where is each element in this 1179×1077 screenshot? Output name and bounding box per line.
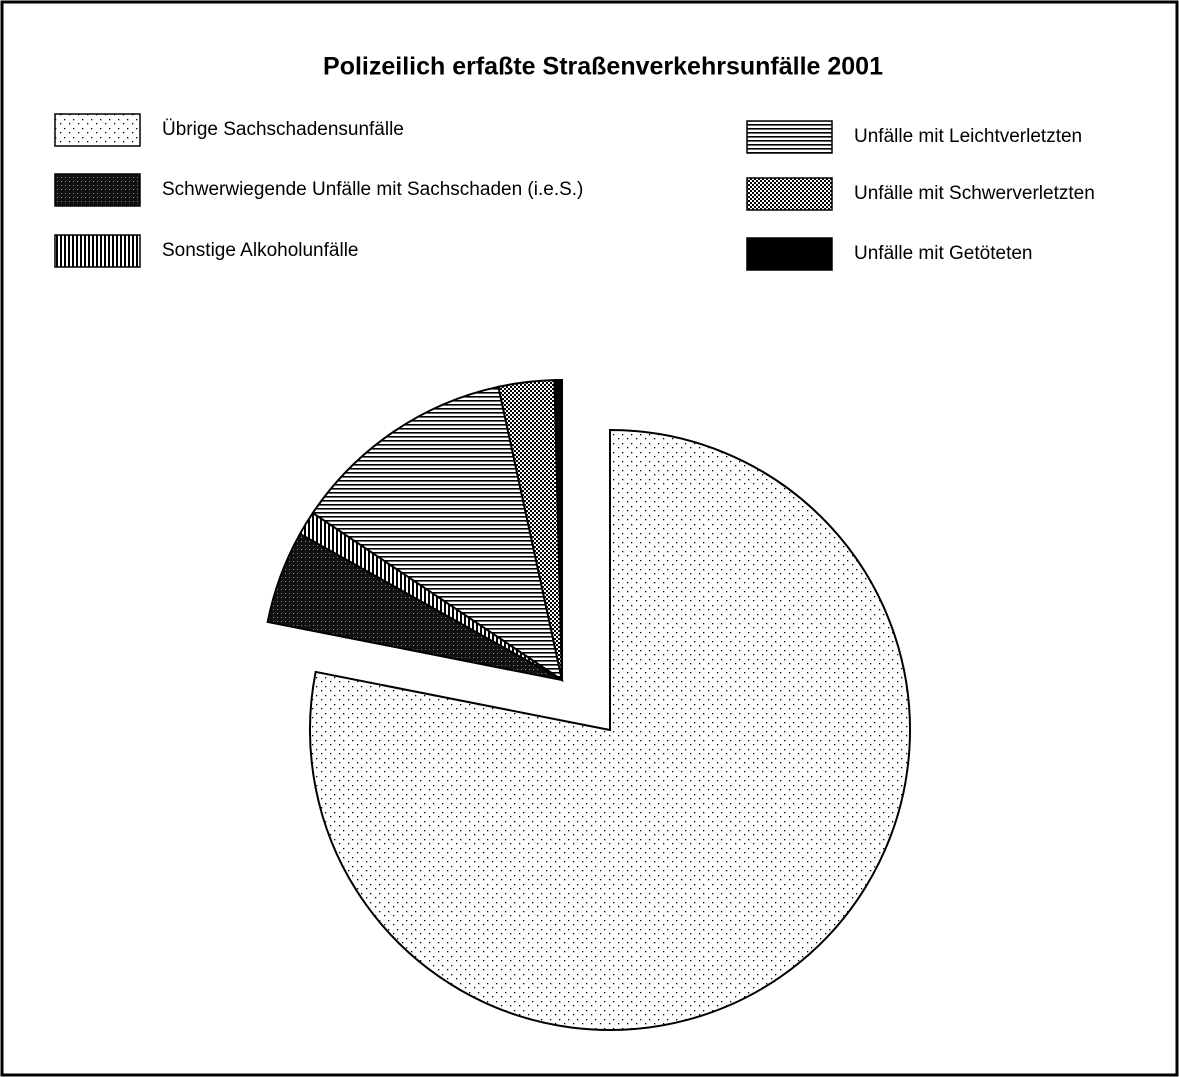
legend-swatch <box>54 234 141 268</box>
legend-swatch <box>54 113 141 147</box>
legend-label: Unfälle mit Leichtverletzten <box>854 126 1082 147</box>
legend-label: Unfälle mit Getöteten <box>854 243 1032 264</box>
legend-swatch <box>54 173 141 207</box>
pie-slice <box>309 428 911 1031</box>
legend-label: Sonstige Alkoholunfälle <box>162 240 358 261</box>
legend-label: Übrige Sachschadensunfälle <box>162 119 404 140</box>
legend-swatch <box>746 237 833 271</box>
legend-label: Schwerwiegende Unfälle mit Sachschaden (… <box>162 179 583 200</box>
legend-label: Unfälle mit Schwerverletzten <box>854 183 1095 204</box>
legend-swatch <box>746 120 833 154</box>
chart-title: Polizeilich erfaßte Straßenverkehrsunfäl… <box>323 53 883 81</box>
legend-swatch <box>746 177 833 211</box>
pie-slice <box>311 385 564 683</box>
pie-slice <box>553 378 563 681</box>
